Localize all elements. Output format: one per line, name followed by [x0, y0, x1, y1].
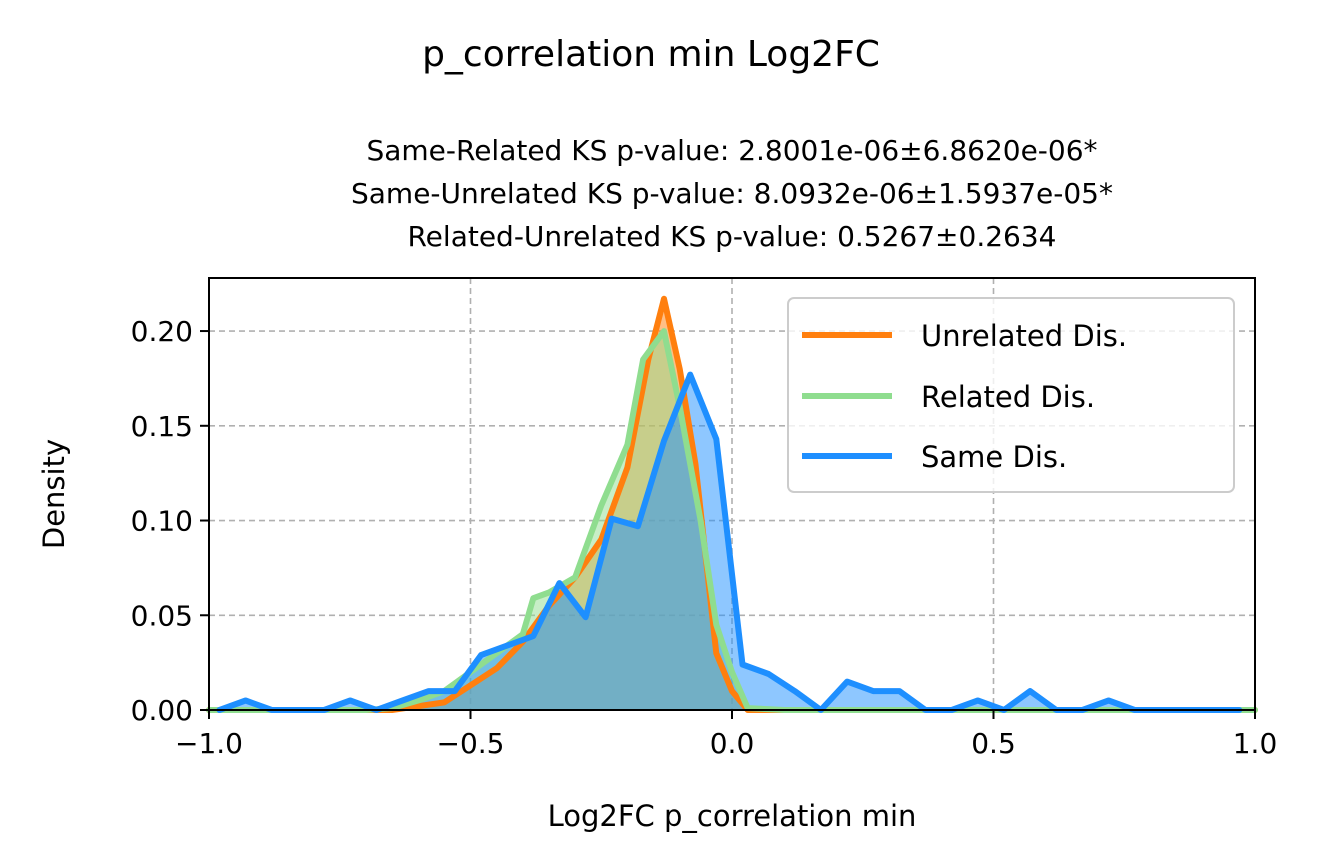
y-tick-label: 0.00	[131, 694, 193, 727]
y-axis: 0.00 0.05 0.10 0.15 0.20	[131, 315, 209, 727]
legend-label-same: Same Dis.	[921, 440, 1067, 474]
y-axis-label: Density	[37, 439, 71, 549]
x-tick-label: 0.5	[971, 727, 1016, 760]
series-fills	[209, 298, 1255, 710]
figure-suptitle: p_correlation min Log2FC	[422, 34, 880, 75]
x-axis: −1.0 −0.5 0.0 0.5 1.0	[175, 710, 1277, 760]
y-tick-label: 0.10	[131, 505, 193, 538]
y-tick-label: 0.15	[131, 410, 193, 443]
y-tick-label: 0.20	[131, 315, 193, 348]
legend-label-related: Related Dis.	[921, 380, 1095, 414]
y-tick-label: 0.05	[131, 599, 193, 632]
legend-label-unrelated: Unrelated Dis.	[921, 319, 1127, 353]
x-tick-label: −0.5	[437, 727, 505, 760]
x-tick-label: 0.0	[710, 727, 755, 760]
x-tick-label: −1.0	[175, 727, 243, 760]
legend-box	[787, 297, 1235, 493]
subtitle-line-3: Related-Unrelated KS p-value: 0.5267±0.2…	[407, 220, 1056, 253]
subtitle-line-1: Same-Related KS p-value: 2.8001e-06±6.86…	[366, 134, 1097, 167]
x-tick-label: 1.0	[1233, 727, 1278, 760]
series-fill-same-dis	[219, 374, 1240, 710]
x-axis-label: Log2FC p_correlation min	[548, 799, 917, 833]
subtitle-line-2: Same-Unrelated KS p-value: 8.0932e-06±1.…	[351, 177, 1113, 210]
legend: Unrelated Dis. Related Dis. Same Dis.	[787, 297, 1235, 493]
